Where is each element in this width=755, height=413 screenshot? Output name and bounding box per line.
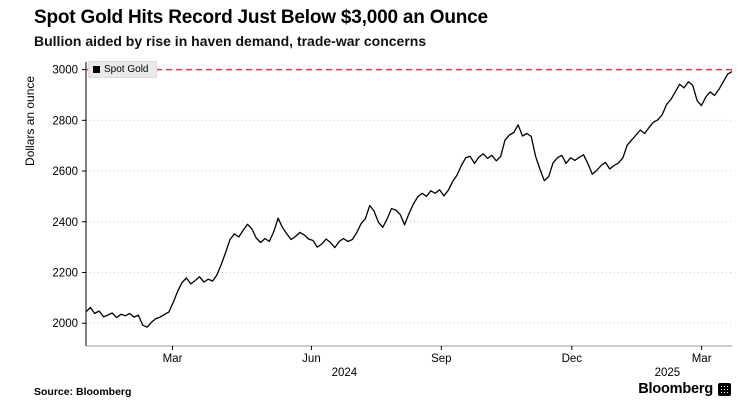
legend-label: Spot Gold xyxy=(104,64,149,75)
y-tick-label: 2000 xyxy=(52,318,78,330)
gold-price-line xyxy=(85,71,733,328)
bloomberg-logo-text: Bloomberg xyxy=(638,381,713,397)
x-tick-label: Sep xyxy=(431,353,451,365)
y-tick-label: 2800 xyxy=(52,115,78,127)
bloomberg-logo: Bloomberg xyxy=(638,381,731,397)
x-tick-label: Mar xyxy=(692,353,712,365)
y-tick-label: 3000 xyxy=(52,65,78,77)
year-label: 2025 xyxy=(655,367,681,379)
legend: Spot Gold xyxy=(88,61,158,78)
x-tick-label: Dec xyxy=(562,353,583,365)
y-tick-label: 2600 xyxy=(52,166,78,178)
year-label: 2024 xyxy=(332,367,358,379)
chart-subtitle: Bullion aided by rise in haven demand, t… xyxy=(34,33,427,49)
legend-swatch-icon xyxy=(93,66,100,73)
bloomberg-logo-mark-icon xyxy=(718,382,731,396)
y-tick-label: 2200 xyxy=(52,267,78,279)
source-note: Source: Bloomberg xyxy=(34,386,132,398)
x-tick-label: Jun xyxy=(302,353,321,365)
chart-title: Spot Gold Hits Record Just Below $3,000 … xyxy=(34,7,488,28)
x-tick-label: Mar xyxy=(163,353,183,365)
y-tick-label: 2400 xyxy=(52,217,78,229)
